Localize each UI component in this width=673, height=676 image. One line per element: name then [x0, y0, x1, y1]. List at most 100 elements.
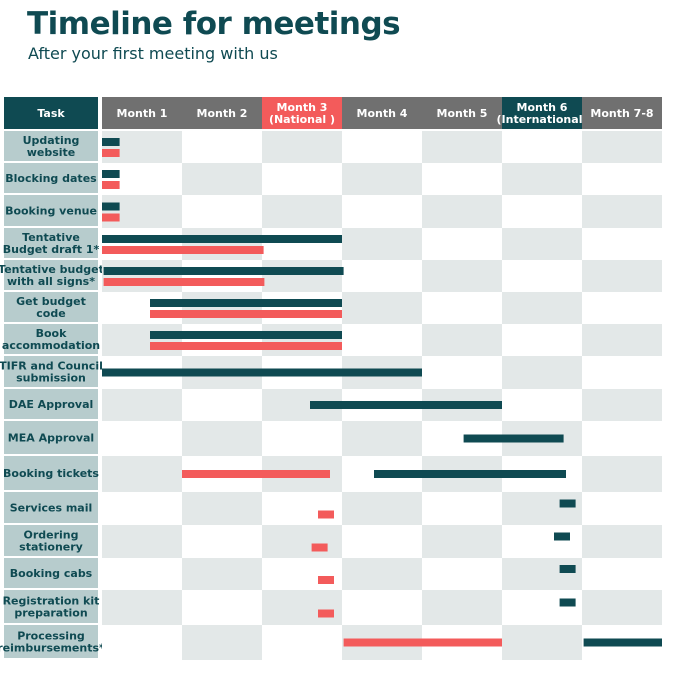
grid-cell — [422, 525, 502, 558]
task-label: Get budget code — [16, 295, 86, 320]
gantt-bar — [559, 598, 576, 607]
gantt-bar — [103, 267, 344, 275]
grid-cell — [422, 324, 502, 356]
task-label: MEA Approval — [8, 432, 94, 445]
grid-cell — [342, 324, 422, 356]
month-header-cell — [582, 97, 662, 129]
grid-cell — [342, 421, 422, 456]
task-label: Tentative Budget draft 1* — [3, 231, 100, 256]
grid-cell — [102, 292, 182, 324]
grid-cell — [102, 228, 182, 260]
grid-cell — [182, 590, 262, 625]
gantt-bar — [102, 202, 120, 211]
grid-cell — [422, 195, 502, 228]
month-header-cell — [102, 97, 182, 129]
grid-cell — [582, 456, 662, 492]
gantt-bar — [311, 543, 328, 552]
gantt-bar — [102, 368, 422, 377]
gantt-bar — [102, 235, 342, 243]
grid-cell — [422, 228, 502, 260]
grid-cell — [102, 558, 182, 590]
grid-cell — [582, 492, 662, 525]
grid-cell — [262, 260, 342, 292]
grid-cell — [262, 163, 342, 195]
grid-cell — [582, 590, 662, 625]
task-label: Booking cabs — [10, 567, 93, 580]
grid-cell — [502, 260, 582, 292]
grid-cell — [502, 131, 582, 163]
grid-cell — [262, 421, 342, 456]
grid-cell — [182, 228, 262, 260]
month-header-cell — [502, 97, 582, 129]
gantt-bar — [102, 149, 120, 157]
gantt-bar — [559, 499, 576, 508]
grid-cell — [582, 421, 662, 456]
grid-cell — [182, 558, 262, 590]
grid-cell — [422, 292, 502, 324]
grid-cell — [422, 260, 502, 292]
gantt-bar — [463, 434, 564, 443]
grid-cell — [182, 163, 262, 195]
task-label: TIFR and Council submission — [0, 360, 103, 385]
grid-cell — [102, 131, 182, 163]
task-header-cell — [4, 97, 98, 129]
month-header-label: Month 2 — [197, 107, 248, 120]
gantt-bar — [343, 638, 502, 647]
grid-cell — [182, 389, 262, 421]
grid-cell — [102, 389, 182, 421]
gantt-bar — [102, 170, 120, 178]
task-cell — [4, 324, 98, 354]
grid-cell — [342, 131, 422, 163]
grid-cell — [422, 590, 502, 625]
month-header-cell — [262, 97, 342, 129]
grid-cell — [102, 525, 182, 558]
grid-cell — [342, 195, 422, 228]
gantt-bar — [150, 331, 342, 339]
grid-cell — [582, 558, 662, 590]
task-cell — [4, 625, 98, 658]
grid-cell — [182, 324, 262, 356]
grid-cell — [422, 356, 502, 389]
grid-cell — [262, 228, 342, 260]
task-cell — [4, 260, 98, 290]
grid-cell — [502, 292, 582, 324]
grid-cell — [182, 625, 262, 660]
task-cell — [4, 525, 98, 556]
month-header-label: Month 6 (International) — [497, 101, 588, 126]
grid-cell — [182, 421, 262, 456]
grid-cell — [582, 525, 662, 558]
gantt-bar — [374, 470, 566, 478]
task-cell — [4, 558, 98, 588]
task-label: Registration kit preparation — [3, 595, 100, 620]
month-header-cell — [422, 97, 502, 129]
grid-cell — [102, 421, 182, 456]
grid-cell — [342, 525, 422, 558]
grid-cell — [182, 195, 262, 228]
grid-cell — [262, 292, 342, 324]
grid-cell — [182, 292, 262, 324]
task-cell — [4, 195, 98, 226]
grid-cell — [582, 195, 662, 228]
task-label: Blocking dates — [5, 172, 97, 185]
grid-cell — [582, 163, 662, 195]
grid-cell — [262, 558, 342, 590]
gantt-bar — [182, 470, 330, 478]
gantt-bar — [102, 181, 120, 189]
grid-cell — [502, 228, 582, 260]
gantt-bar — [150, 342, 342, 350]
task-cell — [4, 456, 98, 490]
chart-subtitle: After your first meeting with us — [28, 44, 278, 63]
task-label: Processing reimbursements* — [0, 630, 105, 655]
grid-cell — [422, 131, 502, 163]
grid-cell — [582, 389, 662, 421]
task-cell — [4, 389, 98, 419]
grid-cell — [342, 590, 422, 625]
grid-cell — [262, 324, 342, 356]
grid-cell — [422, 163, 502, 195]
grid-cell — [182, 525, 262, 558]
grid-cell — [182, 260, 262, 292]
grid-cell — [502, 525, 582, 558]
gantt-bar — [559, 565, 576, 573]
task-label: Updating website — [23, 134, 80, 159]
task-label: Ordering stationery — [19, 529, 83, 554]
